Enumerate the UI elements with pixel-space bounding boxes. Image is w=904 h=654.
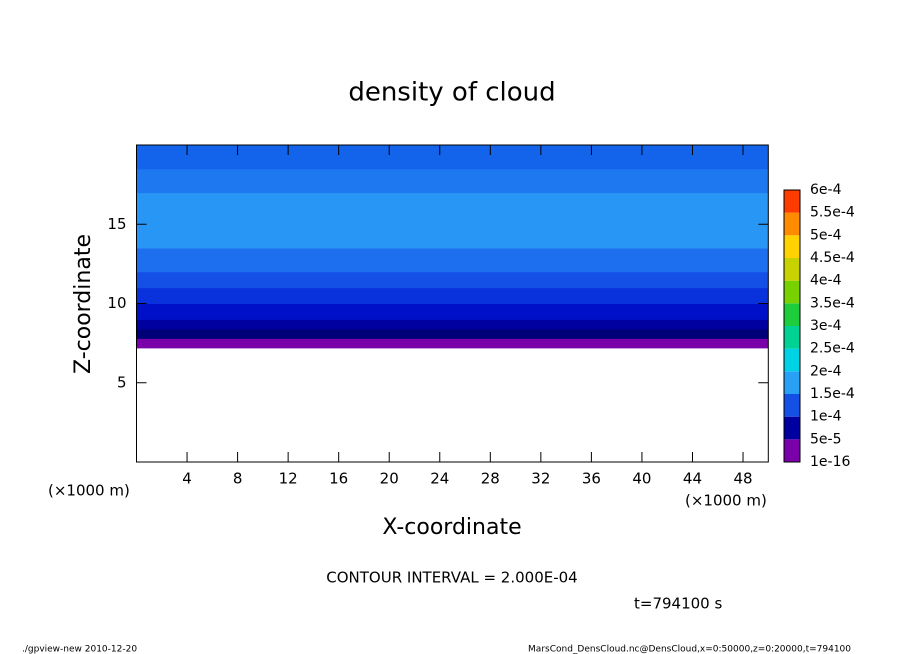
contour-band	[136, 271, 769, 289]
colorbar-swatch	[784, 212, 800, 236]
y-tick-label: 15	[107, 215, 126, 233]
x-tick-label: 28	[481, 470, 500, 488]
colorbar-label: 2.5e-4	[810, 341, 855, 357]
colorbar-swatch	[784, 280, 800, 304]
x-tick-label: 32	[531, 470, 550, 488]
colorbar-swatch	[784, 394, 800, 417]
y-tick-label: 10	[107, 294, 126, 312]
contour-band	[136, 319, 769, 330]
footer-right: MarsCond_DensCloud.nc@DensCloud,x=0:5000…	[528, 645, 851, 654]
contour-band	[136, 303, 769, 320]
colorbar-swatch	[784, 190, 800, 213]
colorbar-label: 6e-4	[810, 182, 842, 198]
x-tick-label: 20	[380, 470, 399, 488]
colorbar-label: 2e-4	[810, 363, 842, 379]
x-tick-label: 12	[279, 470, 298, 488]
x-unit-left: (×1000 m)	[48, 482, 130, 500]
x-tick-label: 4	[182, 470, 192, 488]
footer-left: ./gpview-new 2010-12-20	[22, 645, 137, 654]
colorbar-label: 3e-4	[810, 318, 842, 334]
y-axis-label: Z-coordinate	[71, 234, 96, 374]
contour-band	[136, 248, 769, 273]
x-unit-right: (×1000 m)	[685, 492, 767, 510]
contour-band	[136, 168, 769, 194]
colorbar-swatch	[784, 348, 800, 372]
colorbar-label: 3.5e-4	[810, 295, 855, 311]
colorbar-label: 5.5e-4	[810, 205, 855, 221]
contour-band	[136, 328, 769, 339]
time-label: t=794100 s	[634, 595, 722, 613]
x-tick-label: 36	[582, 470, 601, 488]
contour-interval: CONTOUR INTERVAL = 2.000E-04	[326, 569, 577, 587]
colorbar-label: 4.5e-4	[810, 250, 855, 266]
colorbar-label: 1e-16	[810, 454, 850, 470]
colorbar-swatch	[784, 439, 800, 462]
x-tick-label: 48	[733, 470, 752, 488]
colorbar-swatch	[784, 416, 800, 440]
x-tick-label: 16	[329, 470, 348, 488]
x-tick-label: 24	[430, 470, 449, 488]
colorbar-label: 1.5e-4	[810, 386, 855, 402]
chart-title: density of cloud	[348, 78, 555, 108]
x-axis-label: X-coordinate	[382, 515, 521, 540]
colorbar-swatch	[784, 326, 800, 349]
colorbar-swatch	[784, 235, 800, 258]
x-tick-label: 40	[632, 470, 651, 488]
contour-band	[136, 145, 769, 170]
x-tick-label: 44	[683, 470, 702, 488]
colorbar-swatch	[784, 258, 800, 281]
contour-band	[136, 192, 769, 249]
colorbar-label: 1e-4	[810, 409, 842, 425]
colorbar-label: 4e-4	[810, 273, 842, 289]
colorbar-swatch	[784, 371, 800, 394]
colorbar-swatch	[784, 303, 800, 326]
contour-band	[136, 338, 769, 349]
contour-band	[136, 287, 769, 304]
y-tick-label: 5	[117, 373, 127, 391]
x-tick-label: 8	[233, 470, 243, 488]
colorbar-label: 5e-4	[810, 227, 842, 243]
colorbar-frame	[783, 189, 801, 463]
colorbar-label: 5e-5	[810, 431, 841, 447]
